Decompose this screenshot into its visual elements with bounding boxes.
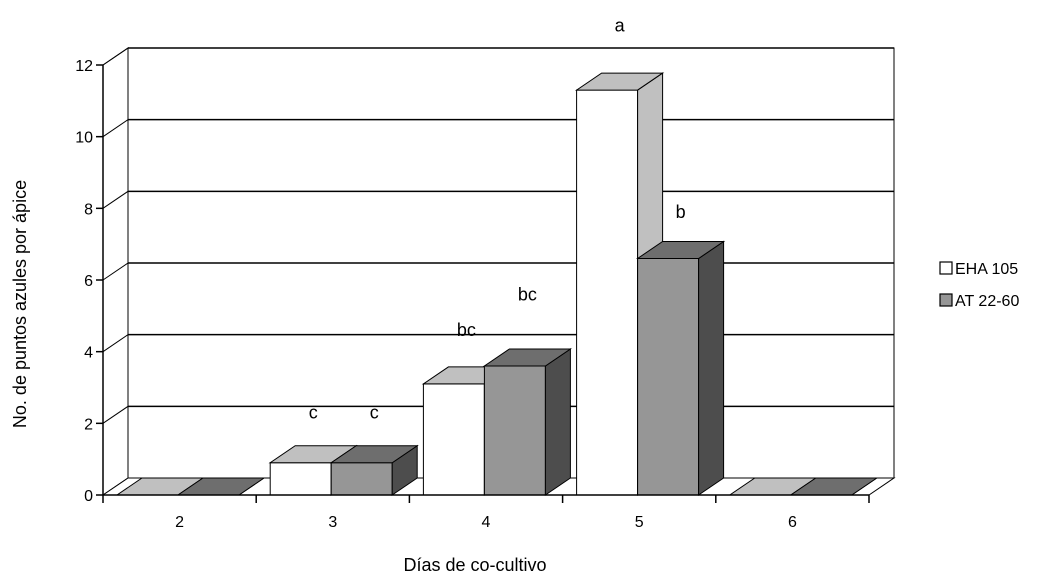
- gridline-side: [102, 119, 129, 138]
- legend-label: EHA 105: [955, 261, 1018, 278]
- annotation-label: c: [370, 403, 379, 423]
- annotation-label: bc: [457, 320, 476, 340]
- y-axis: 0 2 4 6 8 10 12: [75, 58, 104, 505]
- bar-front: [637, 258, 700, 496]
- bar-front: [576, 89, 639, 496]
- x-tick-label: 2: [175, 514, 184, 531]
- gridlines: [102, 47, 894, 424]
- bar-front: [269, 462, 332, 496]
- bar-front: [483, 365, 546, 496]
- gridline-side: [102, 405, 129, 424]
- annotation-label: c: [309, 403, 318, 423]
- bar-top: [635, 241, 726, 259]
- bar-front: [330, 462, 393, 496]
- bar-top: [329, 445, 419, 464]
- x-tick-label: 6: [788, 514, 797, 531]
- y-tick-label: 4: [84, 345, 93, 362]
- y-tick-label: 0: [84, 488, 93, 505]
- bar: [635, 240, 726, 496]
- bar: [329, 444, 419, 496]
- x-axis-title: Días de co-cultivo: [403, 555, 546, 575]
- gridline-side: [102, 190, 129, 209]
- legend: EHA 105 AT 22-60: [939, 261, 1019, 310]
- x-axis: 2 3 4 5 6: [102, 494, 870, 531]
- annotation-label: bc: [518, 284, 537, 304]
- y-axis-title: No. de puntos azules por ápice: [10, 180, 30, 428]
- annotations: c c bc bc a b: [309, 16, 686, 423]
- gridline-side: [102, 334, 129, 353]
- gridline-side: [102, 47, 129, 66]
- y-tick-label: 10: [75, 130, 93, 147]
- legend-item: EHA 105: [939, 261, 1018, 278]
- annotation-label: a: [615, 16, 626, 36]
- x-tick-label: 5: [635, 514, 644, 531]
- legend-label: AT 22-60: [955, 293, 1019, 310]
- annotation-label: b: [676, 202, 686, 222]
- bar-side: [698, 240, 725, 496]
- bar-top: [574, 72, 665, 91]
- x-tick-label: 4: [482, 514, 491, 531]
- y-tick-label: 2: [84, 416, 93, 433]
- bar-side: [544, 348, 571, 496]
- y-tick-label: 8: [84, 201, 93, 218]
- y-tick-label: 12: [75, 58, 93, 75]
- legend-item: AT 22-60: [939, 293, 1019, 310]
- bar: [482, 348, 573, 496]
- gridline-side: [102, 262, 129, 281]
- y-tick-label: 6: [84, 273, 93, 290]
- x-tick-label: 3: [328, 514, 337, 531]
- bar-top: [482, 348, 573, 367]
- bars: [115, 72, 879, 496]
- legend-swatch: [939, 293, 953, 307]
- legend-swatch: [939, 261, 953, 275]
- bar-front: [422, 383, 485, 496]
